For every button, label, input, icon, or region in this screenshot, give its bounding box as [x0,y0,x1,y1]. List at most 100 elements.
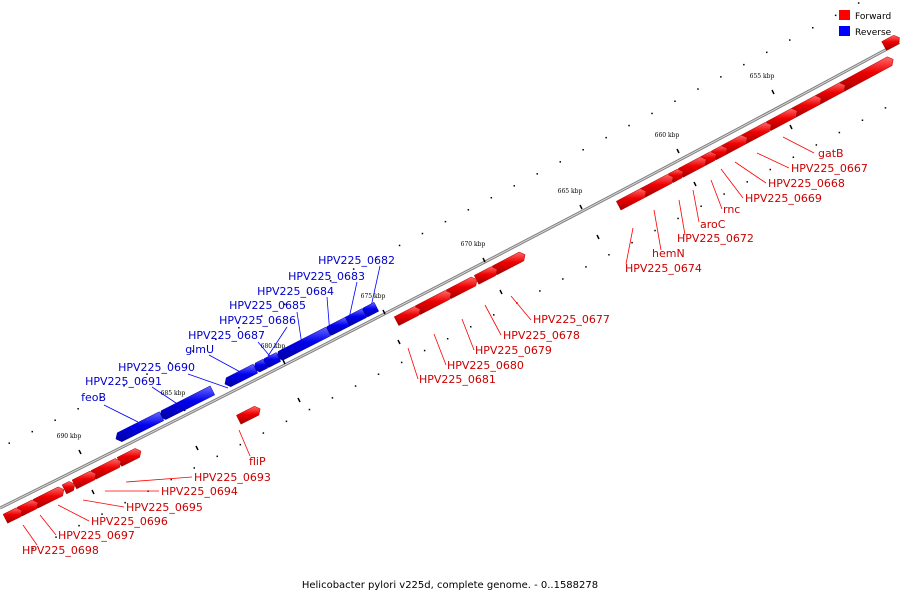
gene-label-hpv225-0682: HPV225_0682 [318,254,395,267]
scale-dot [697,88,699,90]
scale-dot [55,536,57,538]
gene-label-hpv225-0694: HPV225_0694 [161,485,238,498]
scale-tick-label: 660 kbp [655,132,680,139]
scale-dot [467,209,470,211]
reverse-gene-block [159,385,216,420]
scale-dot [834,14,837,17]
scale-dot [398,244,401,247]
scale-dot [261,315,263,317]
scale-dot [861,119,864,121]
gene-label-hpv225-0679: HPV225_0679 [475,344,552,357]
scale-dot [308,408,311,411]
scale-dot [285,420,288,423]
scale-tick-label: 655 kbp [750,73,775,80]
scale-tick [78,449,82,455]
scale-dot [77,408,79,410]
legend-label-forward: Forward [855,12,891,22]
gene-label-hpv225-0672: HPV225_0672 [677,232,754,245]
scale-dot [536,173,538,175]
scale-dot [628,124,630,127]
gene-leader-line [22,524,38,546]
scale-dot [720,76,722,78]
scale-dot [124,501,126,504]
forward-gene-block [838,56,894,92]
scale-dot [193,467,195,469]
scale-dot [700,205,702,207]
gene-label-hpv225-0696: HPV225_0696 [91,515,168,528]
scale-dot [377,373,380,375]
scale-tick-labels: 655 kbp 660 kbp 665 kbp 670 kbp 675 kbp 680 k… [57,73,775,440]
scale-dot [470,326,472,328]
scale-dot [354,385,357,387]
gene-label-glmu: glmU [185,343,214,356]
gene-leader-line [267,326,288,357]
scale-dot [677,217,679,220]
forward-gene-block [61,481,76,495]
scale-dot [838,131,841,134]
gene-label-hpv225-0668: HPV225_0668 [768,177,845,190]
gene-label-hpv225-0695: HPV225_0695 [126,501,203,514]
forward-gene-block [236,405,261,425]
scale-dot [857,2,860,4]
forward-gene-block [881,34,900,51]
scale-dot [493,314,495,316]
scale-ticks [78,89,793,495]
gene-label-hpv225-0685: HPV225_0685 [229,299,306,312]
gene-label-hpv225-0677: HPV225_0677 [533,313,610,326]
legend-swatch-reverse [839,26,850,36]
scale-dot [559,161,561,163]
label-leaders [22,136,815,546]
gene-leader-line [625,227,634,265]
scale-dot [792,156,795,158]
scale-tick [676,148,680,154]
scale-dot [743,63,745,66]
scale-dot [723,193,725,195]
gene-label-hemn: hemN [652,247,685,260]
scale-dot [654,229,656,232]
scale-dot [585,266,587,268]
scale-dot [238,327,240,329]
scale-dot [562,278,564,280]
scale-dot [444,220,447,223]
scale-dot [262,432,265,434]
gene-leader-line [82,499,125,508]
reverse-gene-block [276,326,332,361]
scale-dot [169,361,171,364]
legend: Forward Reverse [839,10,892,38]
scale-dot [146,373,148,375]
scale-dot [78,524,80,527]
gene-label-feob: feoB [81,391,106,404]
scale-tick [482,257,486,263]
scale-dots [8,2,887,550]
scale-dot [101,513,103,515]
scale-dot [674,100,676,102]
scale-dot [446,338,449,340]
gene-label-flip: fliP [249,455,266,468]
scale-tick-label: 680 kbp [261,343,286,350]
gene-label-aroc: aroC [700,218,726,231]
scale-dot [789,39,791,41]
scale-tick [771,89,775,95]
genome-backbone [0,40,900,510]
scale-dot [123,385,125,387]
gene-leader-line [678,199,686,236]
gene-leader-line [208,354,245,375]
gene-label-hpv225-0691: HPV225_0691 [85,375,162,388]
scale-tick-label: 670 kbp [461,241,486,248]
scale-tick [297,397,301,403]
scale-dot [605,136,607,139]
gene-label-hpv225-0686: HPV225_0686 [219,314,296,327]
scale-tick-label: 675 kbp [361,293,386,300]
scale-dot [513,185,515,187]
gene-leader-line [653,209,662,251]
gene-leader-line [57,504,90,522]
scale-dot [216,455,218,458]
scale-dot [421,232,424,235]
legend-swatch-forward [839,10,850,20]
gene-leader-line [238,429,251,457]
scale-dot [32,547,34,550]
scale-dot [815,144,818,146]
scale-dot [54,419,56,421]
scale-tick [382,309,386,315]
